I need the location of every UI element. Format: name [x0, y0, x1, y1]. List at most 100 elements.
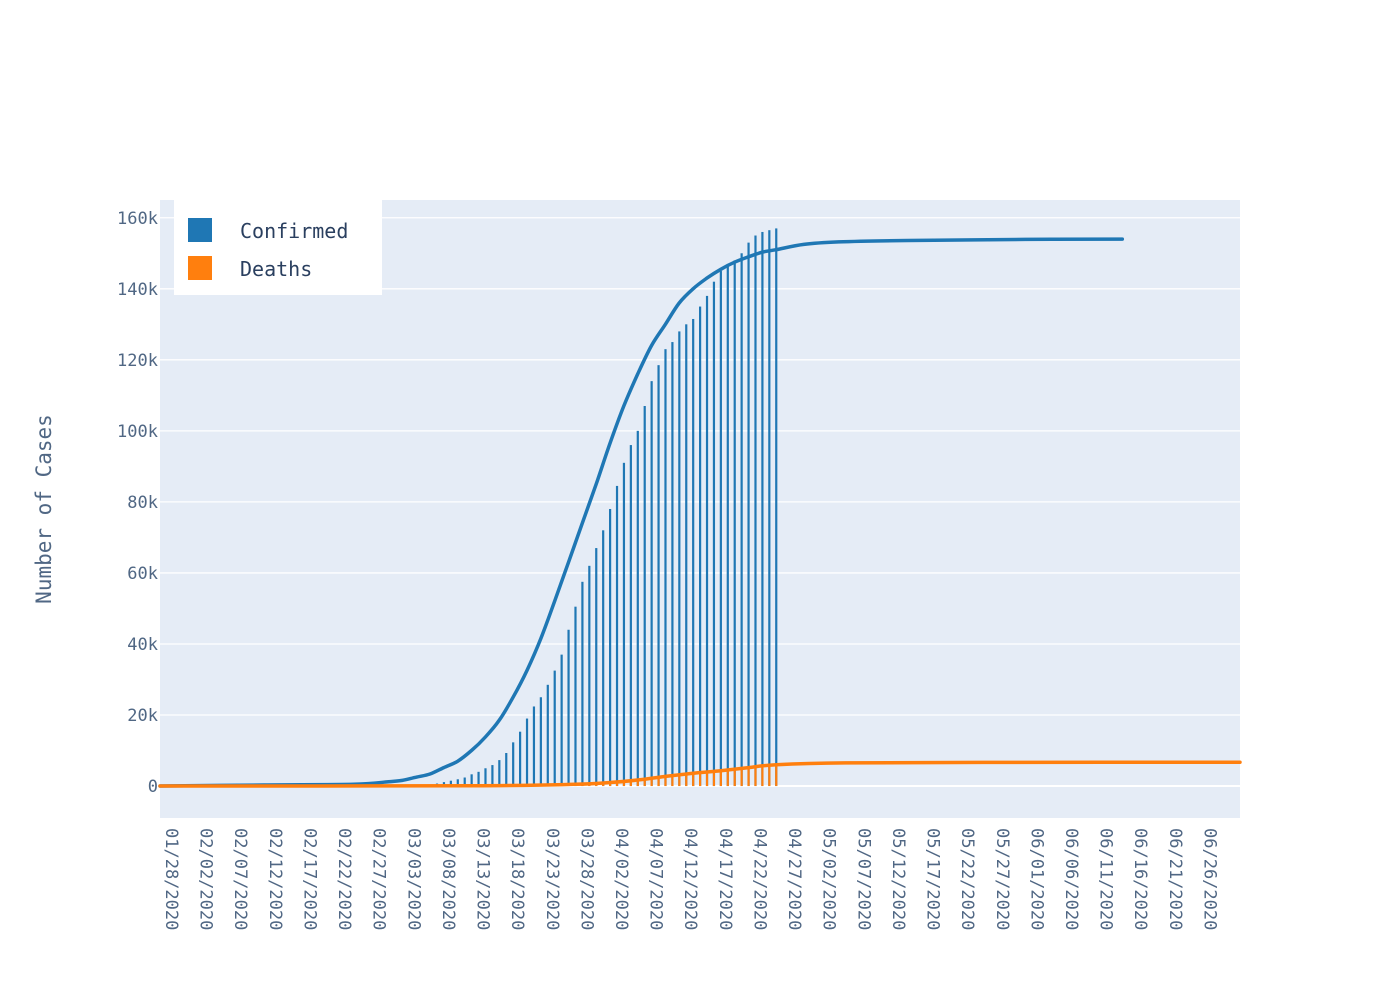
- bar-deaths: [664, 776, 667, 787]
- bar-deaths: [678, 774, 681, 787]
- bar-deaths: [657, 777, 660, 787]
- x-tick-label: 04/27/2020: [784, 828, 804, 930]
- bar-deaths: [685, 773, 688, 787]
- legend-swatch-confirmed[interactable]: [188, 218, 212, 242]
- bar-confirmed: [484, 768, 487, 787]
- bar-confirmed: [678, 331, 681, 787]
- legend: Confirmed Deaths: [174, 200, 382, 295]
- x-tick-label: 05/07/2020: [853, 828, 873, 930]
- bar-confirmed: [719, 271, 722, 787]
- bar-confirmed: [685, 324, 688, 787]
- bar-confirmed: [567, 629, 570, 787]
- bar-deaths: [768, 765, 771, 787]
- legend-label-confirmed[interactable]: Confirmed: [240, 219, 348, 243]
- bar-confirmed: [636, 430, 639, 787]
- x-tick-label: 04/17/2020: [715, 828, 735, 930]
- bar-deaths: [761, 766, 764, 787]
- bar-confirmed: [664, 349, 667, 787]
- bar-deaths: [775, 764, 778, 787]
- bar-confirmed: [588, 565, 591, 787]
- legend-swatch-deaths[interactable]: [188, 256, 212, 280]
- y-tick-label: 100k: [117, 422, 158, 442]
- bar-confirmed: [629, 445, 632, 787]
- bar-confirmed: [463, 777, 466, 787]
- bar-deaths: [671, 775, 674, 787]
- x-tick-label: 06/16/2020: [1130, 828, 1150, 930]
- x-tick-label: 05/27/2020: [992, 828, 1012, 930]
- bar-confirmed: [657, 365, 660, 787]
- bar-confirmed: [519, 731, 522, 787]
- x-tick-label: 02/02/2020: [196, 828, 216, 930]
- x-tick-label: 06/21/2020: [1165, 828, 1185, 930]
- x-tick-label: 04/02/2020: [611, 828, 631, 930]
- bar-deaths: [643, 779, 646, 787]
- bar-confirmed: [643, 406, 646, 787]
- y-axis-title: Number of Cases: [32, 414, 56, 604]
- bar-deaths: [754, 766, 757, 787]
- x-tick-label: 03/23/2020: [542, 828, 562, 930]
- bar-confirmed: [615, 485, 619, 787]
- bar-deaths: [629, 780, 632, 787]
- bar-confirmed: [574, 606, 577, 787]
- line-deaths: [158, 760, 1242, 788]
- bar-confirmed: [477, 771, 480, 787]
- x-tick-label: 02/27/2020: [369, 828, 389, 930]
- bar-deaths: [747, 767, 750, 787]
- bar-deaths: [726, 769, 729, 787]
- y-tick-label: 140k: [117, 280, 158, 300]
- line-confirmed: [158, 237, 1125, 788]
- legend-label-deaths[interactable]: Deaths: [240, 257, 312, 281]
- bar-deaths: [609, 782, 612, 787]
- bar-confirmed: [671, 342, 674, 787]
- x-tick-label: 06/06/2020: [1061, 828, 1081, 930]
- bar-confirmed: [609, 509, 612, 787]
- bar-confirmed: [553, 670, 556, 787]
- line-series: [158, 237, 1242, 788]
- bar-confirmed: [775, 228, 778, 787]
- y-tick-label: 0: [148, 777, 158, 797]
- x-axis-ticks: 01/28/2020 02/02/2020 02/07/2020 02/12/2020…: [161, 828, 1219, 930]
- bar-confirmed: [754, 235, 757, 787]
- bar-deaths: [699, 772, 702, 787]
- bar-confirmed: [581, 581, 584, 787]
- bar-confirmed: [560, 654, 563, 787]
- bar-confirmed: [768, 230, 771, 787]
- bar-confirmed: [532, 706, 536, 787]
- bar-confirmed: [546, 684, 549, 787]
- x-tick-label: 02/07/2020: [230, 828, 250, 930]
- bar-confirmed: [733, 260, 736, 787]
- x-tick-label: 06/01/2020: [1026, 828, 1046, 930]
- bar-deaths: [622, 781, 626, 787]
- bar-deaths: [712, 771, 716, 787]
- bar-confirmed: [491, 765, 494, 787]
- y-tick-label: 160k: [117, 209, 158, 229]
- bar-deaths: [740, 768, 743, 787]
- y-axis-ticks: 0 20k 40k 60k 80k 100k 120k 140k 160k: [117, 209, 158, 797]
- bar-deaths: [705, 771, 709, 787]
- bar-confirmed: [449, 780, 452, 787]
- x-tick-label: 06/11/2020: [1096, 828, 1116, 930]
- x-tick-label: 03/18/2020: [507, 828, 527, 930]
- bar-confirmed: [498, 760, 501, 787]
- bar-confirmed: [595, 548, 598, 787]
- bar-confirmed: [740, 253, 743, 787]
- bar-confirmed: [539, 697, 542, 787]
- x-tick-label: 05/02/2020: [819, 828, 839, 930]
- bar-confirmed: [622, 462, 626, 787]
- x-tick-label: 02/17/2020: [299, 828, 319, 930]
- x-tick-label: 02/12/2020: [265, 828, 285, 930]
- bar-confirmed: [470, 774, 473, 787]
- bar-confirmed: [705, 295, 709, 787]
- bar-confirmed: [602, 530, 605, 787]
- y-tick-label: 40k: [127, 635, 158, 655]
- x-tick-label: 05/17/2020: [923, 828, 943, 930]
- x-tick-label: 02/22/2020: [334, 828, 354, 930]
- bar-deaths: [615, 782, 619, 787]
- bar-confirmed: [699, 306, 702, 787]
- y-tick-label: 80k: [127, 493, 158, 513]
- bar-confirmed: [505, 753, 508, 787]
- bar-deaths: [692, 773, 695, 787]
- bar-confirmed: [712, 281, 716, 787]
- bar-confirmed: [525, 718, 529, 787]
